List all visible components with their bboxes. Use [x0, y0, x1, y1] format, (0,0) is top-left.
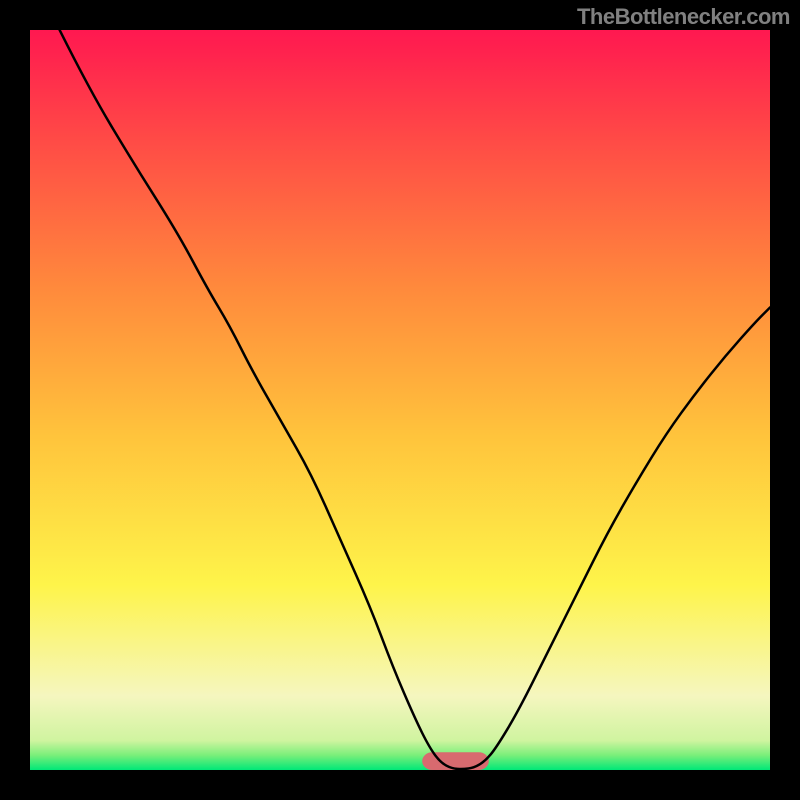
ideal-zone-marker	[422, 752, 489, 770]
chart-frame: TheBottlenecker.com	[0, 0, 800, 800]
bottleneck-plot	[30, 30, 770, 770]
plot-background	[30, 30, 770, 770]
watermark-text: TheBottlenecker.com	[577, 4, 790, 30]
